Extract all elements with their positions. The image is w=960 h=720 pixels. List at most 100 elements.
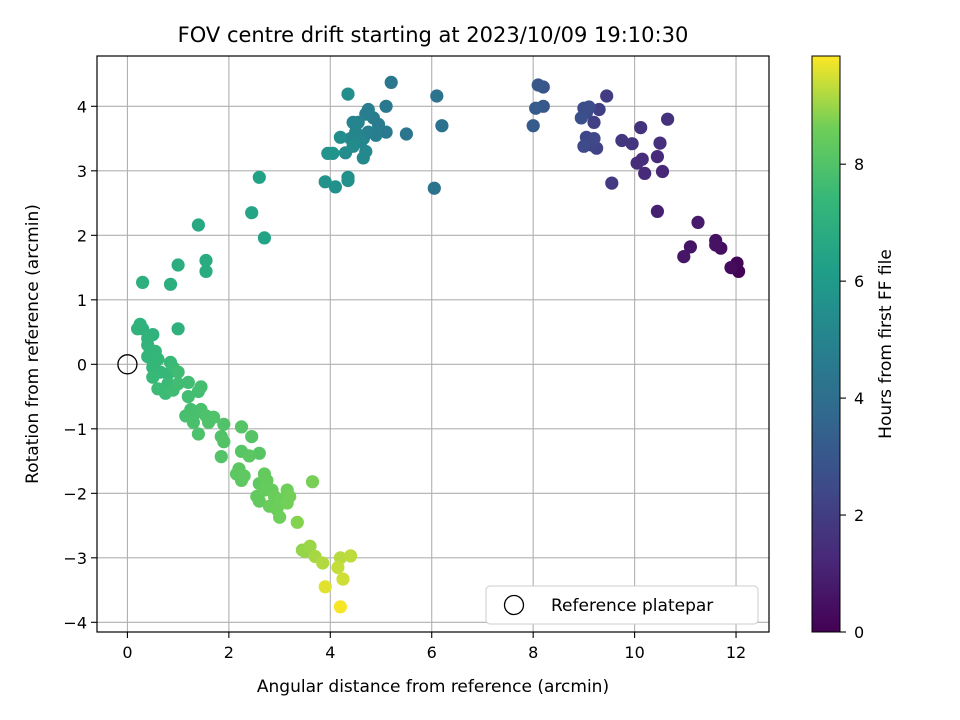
colorbar-label: Hours from first FF file	[876, 249, 896, 439]
data-point	[435, 119, 449, 133]
legend-label: Reference platepar	[551, 596, 713, 616]
data-point	[384, 75, 398, 89]
data-point	[605, 176, 619, 190]
data-point	[341, 87, 355, 101]
data-point	[341, 173, 355, 188]
data-point	[242, 449, 256, 463]
data-point	[214, 450, 228, 464]
data-point	[191, 218, 205, 232]
data-point	[331, 560, 345, 575]
data-point	[333, 600, 347, 614]
reference-marker	[117, 354, 138, 375]
data-point	[709, 238, 723, 252]
y-tick-label: −3	[63, 549, 87, 568]
legend: Reference platepar	[485, 585, 759, 625]
data-point	[252, 494, 266, 508]
data-point	[237, 469, 251, 483]
data-point	[146, 370, 160, 384]
y-tick-label: −4	[63, 613, 87, 632]
data-point	[661, 112, 675, 126]
data-point	[245, 206, 259, 220]
data-point	[430, 89, 444, 103]
data-point	[318, 580, 332, 594]
data-point	[650, 204, 665, 218]
data-point	[171, 322, 185, 336]
data-points	[131, 75, 746, 614]
data-point	[724, 261, 738, 275]
data-point	[252, 170, 266, 184]
x-axis-label: Angular distance from reference (arcmin)	[257, 677, 609, 697]
x-tick-label: 10	[624, 643, 644, 662]
x-tick-label: 2	[224, 643, 234, 662]
data-point	[181, 390, 195, 404]
data-point	[574, 111, 588, 125]
colorbar-tick-label: 8	[854, 155, 864, 174]
data-point	[577, 139, 591, 153]
data-point	[638, 166, 652, 180]
data-point	[344, 549, 358, 563]
data-point	[283, 489, 297, 504]
y-tick-label: −2	[63, 484, 87, 503]
colorbar-tick-label: 0	[854, 623, 864, 642]
grid	[97, 56, 769, 632]
data-point	[333, 130, 347, 144]
chart-title: FOV centre drift starting at 2023/10/09 …	[178, 23, 689, 47]
plot-frame	[96, 55, 770, 633]
y-tick-label: 0	[77, 355, 87, 374]
reference-layer	[117, 354, 138, 375]
data-point	[199, 264, 213, 278]
data-point	[273, 510, 287, 524]
x-tick-label: 8	[528, 643, 538, 662]
x-tick-label: 4	[325, 643, 335, 662]
colorbar-tick-label: 2	[854, 506, 864, 525]
data-point	[217, 417, 231, 431]
colorbar-tick-label: 4	[854, 389, 864, 408]
data-point	[171, 365, 185, 379]
y-tick-label: −1	[63, 420, 87, 439]
data-point	[194, 380, 208, 394]
data-point	[592, 102, 606, 117]
data-point	[303, 539, 317, 553]
data-point	[181, 375, 195, 389]
data-point	[336, 572, 350, 586]
data-point	[186, 415, 200, 429]
data-point	[171, 377, 185, 391]
data-point	[600, 89, 614, 103]
colorbar	[811, 55, 841, 633]
y-axis-ticks: −4 −3 −2 −1 0 1 2 3 4	[63, 97, 97, 632]
data-point	[163, 277, 178, 291]
data-point	[379, 99, 393, 113]
data-point	[217, 435, 231, 449]
data-point	[655, 164, 670, 179]
y-tick-label: 3	[77, 162, 87, 181]
x-axis-ticks: 0 2 4 6 8 10 12	[122, 632, 746, 662]
data-point	[677, 250, 691, 264]
data-point	[338, 146, 353, 160]
data-point	[305, 475, 320, 489]
data-point	[531, 78, 545, 92]
data-point	[257, 231, 271, 245]
data-point	[191, 427, 205, 441]
data-point	[587, 115, 601, 129]
data-point	[427, 181, 441, 195]
data-point	[252, 446, 266, 460]
data-point	[634, 121, 648, 135]
data-point	[529, 101, 543, 115]
colorbar-ticks: 0 2 4 6 8	[840, 155, 864, 642]
data-point	[691, 215, 705, 229]
data-point	[587, 132, 601, 146]
data-point	[526, 119, 540, 133]
data-point	[356, 151, 370, 165]
y-axis-label: Rotation from reference (arcmin)	[23, 204, 43, 484]
legend-reference-marker	[503, 594, 525, 616]
x-tick-label: 12	[726, 643, 746, 662]
data-point	[650, 150, 665, 164]
data-point	[171, 258, 185, 272]
data-point	[625, 137, 639, 151]
colorbar-tick-label: 6	[854, 272, 864, 291]
data-point	[582, 100, 596, 114]
data-point	[318, 175, 332, 189]
y-tick-label: 2	[77, 226, 87, 245]
data-point	[316, 556, 330, 570]
data-point	[653, 136, 667, 150]
